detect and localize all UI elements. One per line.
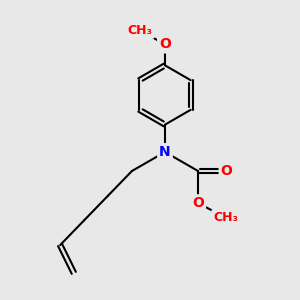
Text: O: O	[159, 38, 171, 52]
Text: O: O	[220, 164, 232, 178]
Text: N: N	[159, 145, 171, 159]
Text: CH₃: CH₃	[213, 211, 238, 224]
Text: CH₃: CH₃	[128, 24, 153, 37]
Text: O: O	[192, 196, 204, 210]
